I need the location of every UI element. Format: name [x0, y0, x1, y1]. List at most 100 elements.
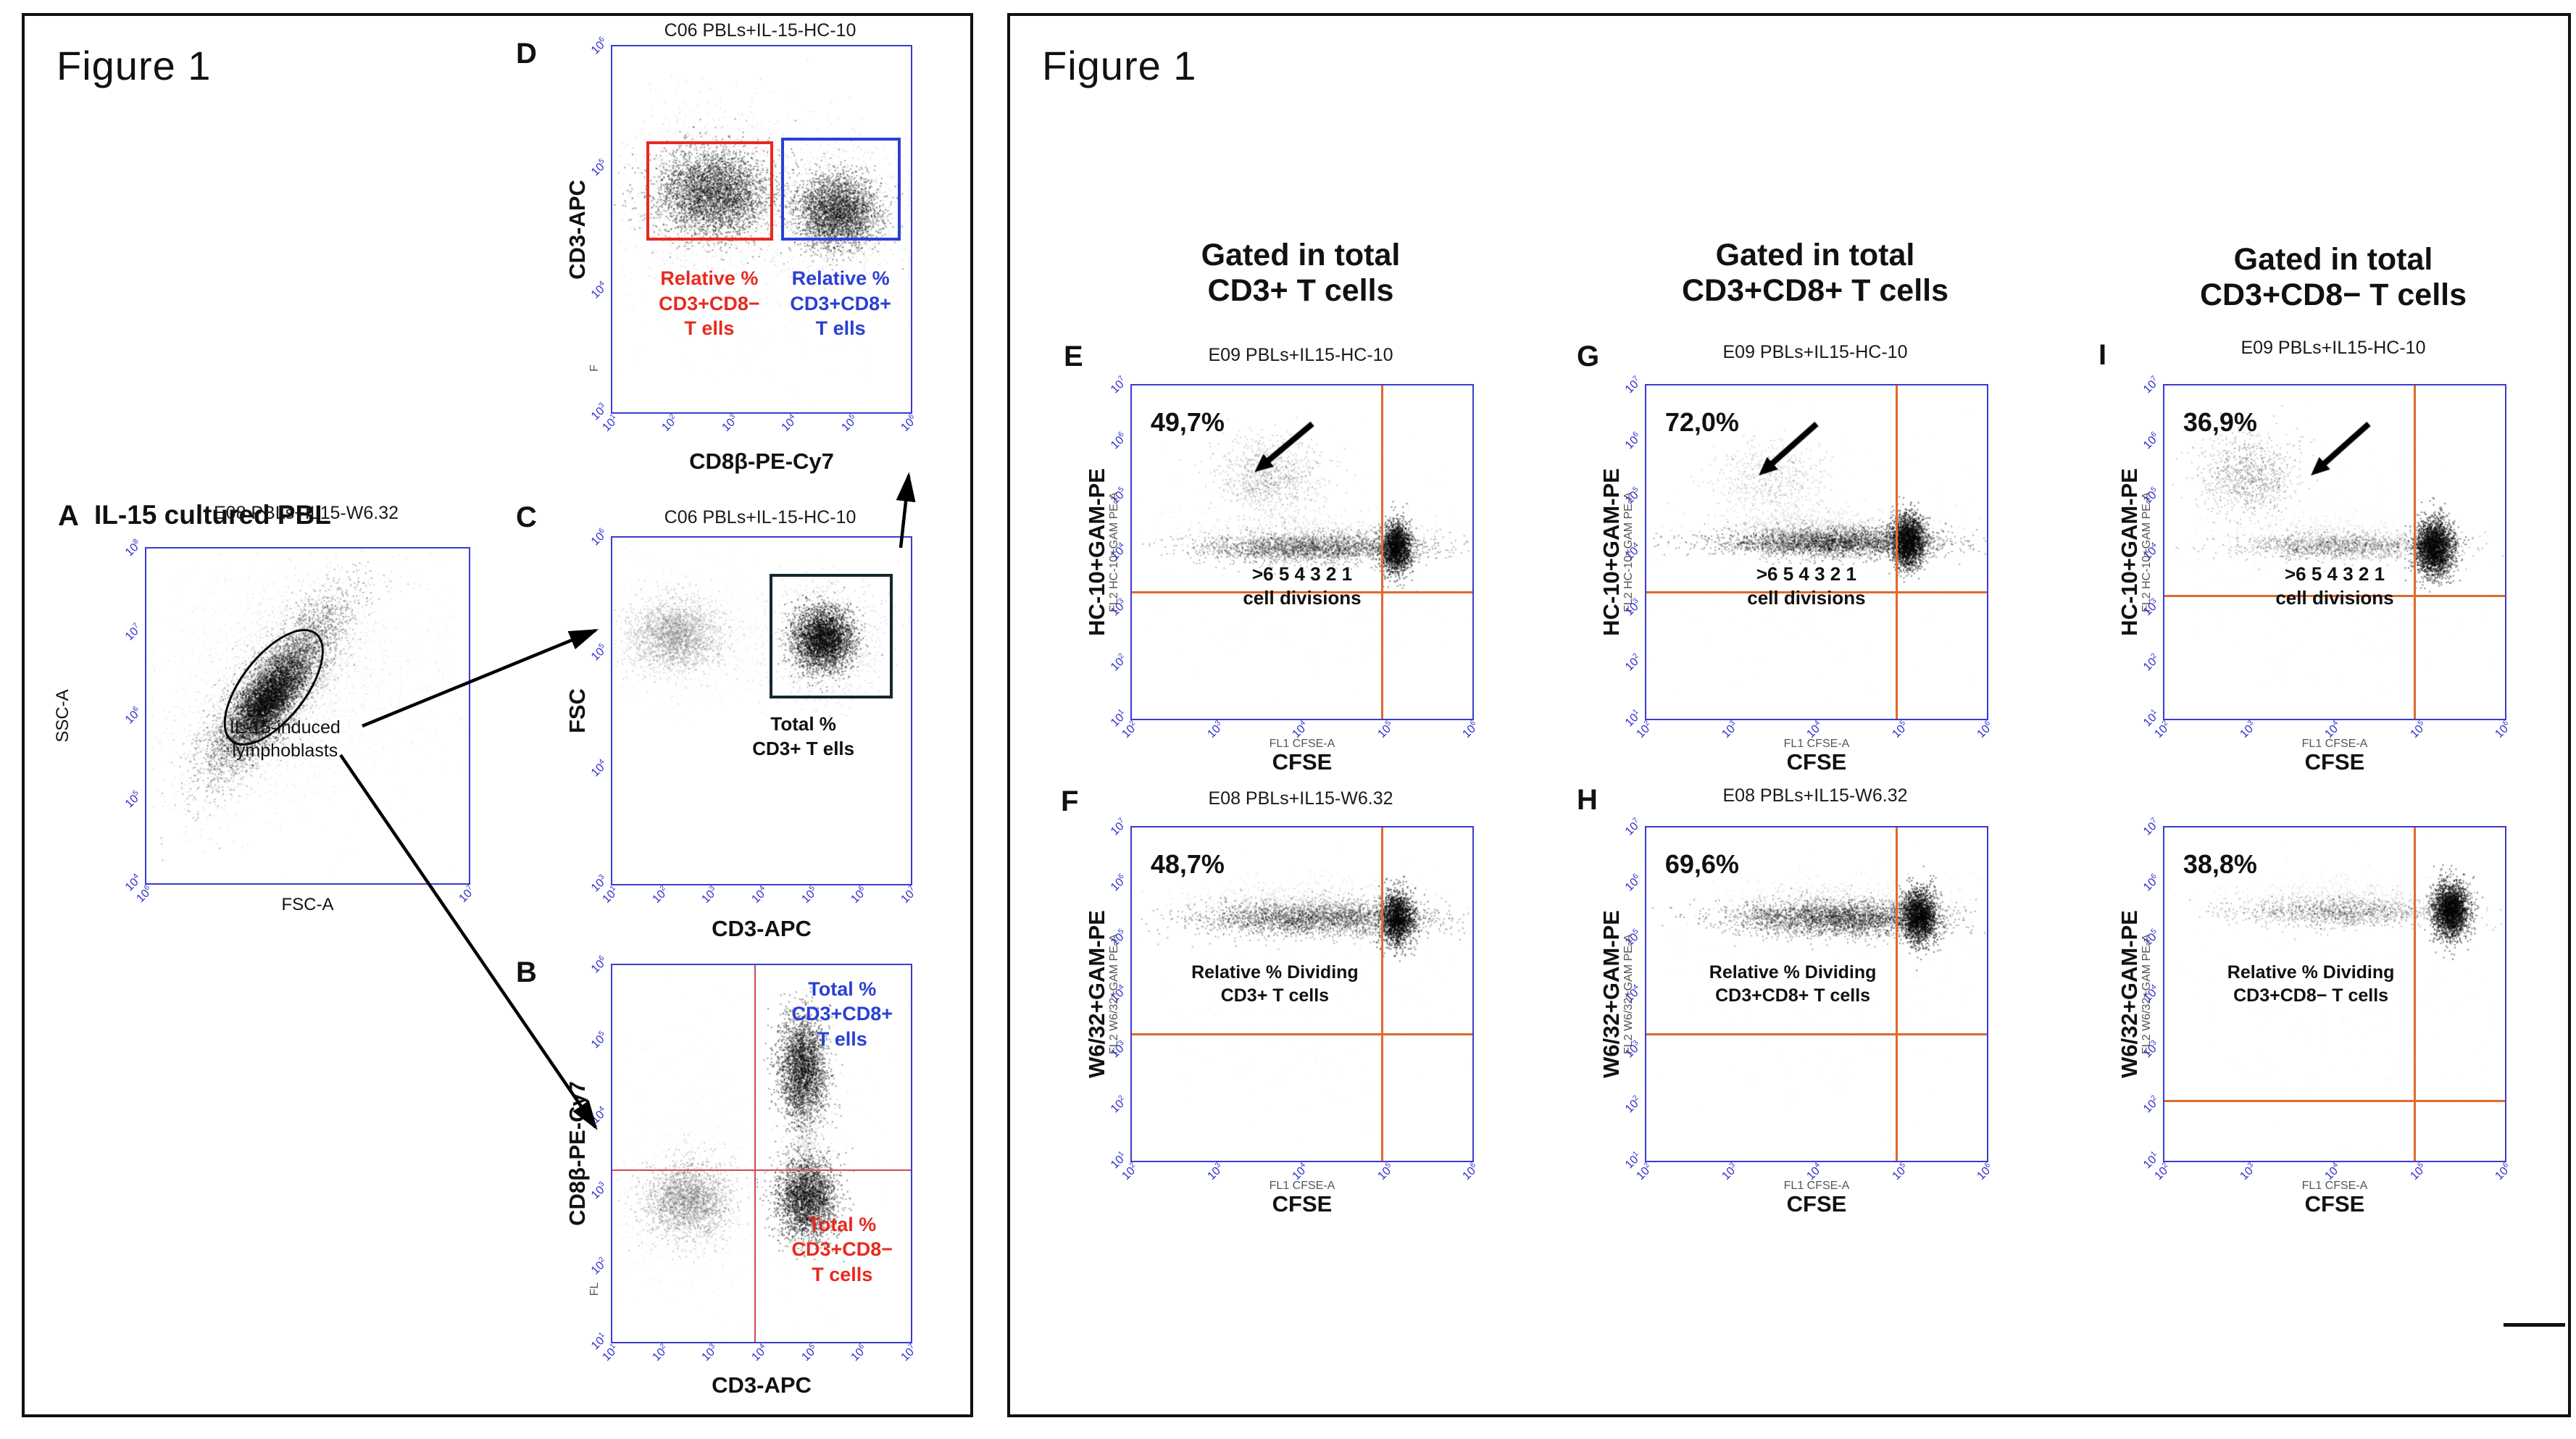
flow-plot-C: Total % CD3+ T ells FSC CD3-APC 101 102 103 104…	[564, 527, 917, 941]
note-line: CD3+ T ells	[752, 737, 855, 759]
y-axis-label-I: HC-10+GAM-PE	[2117, 468, 2142, 636]
plot-note-H-1: Relative % Dividing CD3+CD8+ T cells	[1709, 961, 1877, 1007]
flow-plot-G: 72,0% >6 5 4 3 2 1 cell divisions HC-10+GAM…	[1598, 375, 1993, 775]
scatter-points-G	[1646, 385, 1987, 719]
x-axis-sublabel-I: FL1 CFSE-A	[2301, 738, 2368, 750]
note-line: Relative % Dividing	[2227, 962, 2395, 983]
note-line: 38,8%	[2183, 848, 2257, 879]
note-line: 48,7%	[1150, 848, 1225, 879]
gate-vline-G	[1895, 385, 1898, 719]
x-axis-sublabel-J: FL1 CFSE-A	[2301, 1180, 2368, 1192]
column-header-cd3: Gated in total CD3+ T cells	[1120, 238, 1482, 309]
note-line: Relative %	[660, 267, 759, 289]
column-header-line: Gated in total	[1715, 238, 1915, 272]
flow-plot-B: Total % CD3+CD8+ T ells Total % CD3+CD8− T ce…	[564, 954, 917, 1398]
x-axis-label-J: CFSE	[2304, 1191, 2365, 1217]
panel-letter-E: E	[1064, 341, 1083, 372]
plot-title-H: E08 PBLs+IL15-W6.32	[1722, 785, 1908, 806]
y-axis-sublabel-D: F	[588, 364, 601, 372]
x-axis-sublabel-G: FL1 CFSE-A	[1783, 738, 1850, 750]
plot-title-A: E08 PBLs+IL15-W6.32	[213, 503, 399, 523]
flow-plot-F: 48,7% Relative % Dividing CD3+ T cells W6/3…	[1084, 817, 1478, 1217]
gate-hline-G	[1646, 591, 1987, 594]
column-header-line: CD3+CD8− T cells	[2199, 278, 2467, 313]
note-line: Relative % Dividing	[1709, 962, 1877, 983]
note-line: 69,6%	[1664, 848, 1739, 879]
note-line: T cells	[812, 1263, 873, 1285]
column-header-cd3cd8pos: Gated in total CD3+CD8+ T cells	[1634, 238, 1996, 309]
plot-note-I-0: 36,9%	[2183, 406, 2257, 439]
note-line: CD3+CD8+	[790, 292, 891, 314]
gate-hline-B	[612, 1169, 911, 1172]
flow-plot-I: 36,9% >6 5 4 3 2 1 cell divisions HC-10+GAM…	[2117, 375, 2511, 775]
flow-plot-D: Relative % CD3+CD8− T ells Relative % CD3+CD…	[564, 36, 917, 474]
column-header-line: Gated in total	[2233, 242, 2433, 277]
plot-title-G: E09 PBLs+IL15-HC-10	[1722, 342, 1908, 362]
plot-note-C-0: Total % CD3+ T ells	[752, 712, 854, 761]
note-line: 49,7%	[1150, 406, 1225, 437]
scatter-points-F	[1132, 827, 1472, 1161]
plot-title-F: E08 PBLs+IL15-W6.32	[1208, 788, 1393, 809]
figure-title-left: Figure 1	[57, 43, 212, 88]
note-line: CD3+CD8−	[659, 292, 760, 314]
gate-hline-H	[1646, 1033, 1987, 1036]
note-line: 36,9%	[2183, 406, 2257, 437]
flow-plot-A: IL-15-induced lymphoblasts SSC-A FSC-A 106 10…	[53, 538, 475, 914]
scatter-points-B	[612, 965, 911, 1342]
plot-note-B-0: Total % CD3+CD8+ T ells	[791, 977, 893, 1052]
panel-letter-H: H	[1577, 784, 1598, 816]
gate-hline-E	[1132, 591, 1472, 594]
x-axis-label-H: CFSE	[1786, 1191, 1847, 1217]
gate-vline-J	[2413, 827, 2416, 1161]
y-axis-label-B: CD8β-PE-Cy7	[564, 1081, 590, 1226]
scatter-points-J	[2164, 827, 2505, 1161]
gate-hline-F	[1132, 1033, 1472, 1036]
y-axis-label-C: FSC	[564, 688, 590, 733]
column-header-line: CD3+ T cells	[1207, 273, 1394, 309]
note-line: lymphoblasts	[232, 741, 338, 761]
x-axis-label-G: CFSE	[1786, 749, 1847, 775]
gate-hline-I	[2164, 594, 2505, 597]
gate-rect-D-0	[646, 141, 774, 241]
gate-rect-D-1	[780, 138, 901, 241]
panel-letter-A: A	[58, 500, 79, 532]
flow-plot-J: 38,8% Relative % Dividing CD3+CD8− T cells…	[2117, 817, 2511, 1217]
column-header-cd3cd8neg: Gated in total CD3+CD8− T cells	[2152, 242, 2514, 314]
gate-vline-I	[2413, 385, 2416, 719]
gate-rect-C-0	[770, 574, 893, 699]
gate-vline-B	[754, 965, 756, 1342]
note-line: IL-15-induced	[229, 717, 341, 738]
note-line: T ells	[815, 317, 866, 340]
panel-letter-F: F	[1061, 785, 1079, 817]
x-axis-sublabel-F: FL1 CFSE-A	[1269, 1180, 1335, 1192]
y-axis-label-D: CD3-APC	[564, 179, 590, 280]
plot-note-A-0: IL-15-induced lymphoblasts	[230, 716, 341, 762]
note-line: CD3+CD8+	[791, 1003, 893, 1025]
note-line: 72,0%	[1664, 406, 1739, 437]
y-axis-label-J: W6/32+GAM-PE	[2117, 910, 2142, 1078]
y-axis-label-F: W6/32+GAM-PE	[1084, 910, 1109, 1078]
gate-vline-E	[1380, 385, 1383, 719]
panel-letter-B: B	[516, 956, 537, 988]
column-header-line: CD3+CD8+ T cells	[1681, 273, 1949, 309]
note-line: T ells	[684, 317, 735, 340]
plot-title-C: C06 PBLs+IL-15-HC-10	[664, 507, 856, 527]
note-line: T ells	[817, 1027, 867, 1050]
plot-note-J-1: Relative % Dividing CD3+CD8− T cells	[2227, 961, 2395, 1007]
y-axis-label-A: SSC-A	[53, 689, 72, 743]
plot-note-D-1: Relative % CD3+CD8+ T ells	[790, 266, 891, 341]
gate-vline-H	[1895, 827, 1898, 1161]
plot-note-F-1: Relative % Dividing CD3+ T cells	[1191, 961, 1359, 1007]
plot-note-H-0: 69,6%	[1665, 848, 1739, 881]
note-line: cell divisions	[1243, 587, 1362, 609]
note-line: CD3+ T cells	[1220, 985, 1330, 1006]
scatter-points-D	[612, 46, 911, 412]
scatter-points-C	[612, 538, 911, 884]
note-line: CD3+CD8−	[791, 1238, 893, 1261]
plot-note-E-1: >6 5 4 3 2 1 cell divisions	[1243, 562, 1361, 611]
x-axis-label-C: CD3-APC	[712, 916, 812, 941]
x-axis-label-B: CD3-APC	[712, 1372, 812, 1398]
panel-letter-D: D	[516, 38, 537, 70]
note-line: Relative % Dividing	[1191, 962, 1359, 983]
